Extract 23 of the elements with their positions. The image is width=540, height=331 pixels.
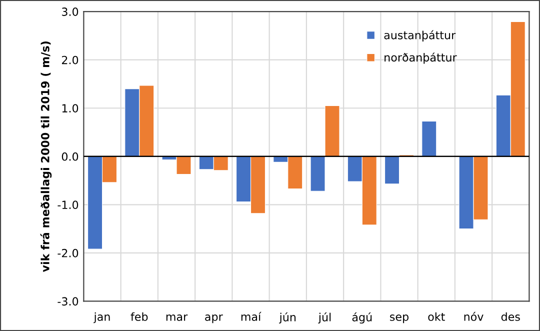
x-tick-label: feb bbox=[130, 312, 148, 321]
x-tick-label: des bbox=[501, 312, 520, 321]
x-tick-label: jún bbox=[279, 312, 296, 324]
x-tick-label: maí bbox=[241, 312, 262, 321]
legend-label: norðanþáttur bbox=[384, 52, 457, 64]
x-tick-label: apr bbox=[205, 314, 223, 324]
legend-label: austanþáttur bbox=[384, 30, 456, 42]
x-tick-label: okt bbox=[428, 312, 445, 321]
x-tick-label: júl bbox=[318, 312, 331, 324]
x-tick-label: mar bbox=[166, 314, 188, 321]
y-tick-label: -2.0 bbox=[58, 248, 78, 258]
y-tick-label: -3.0 bbox=[58, 297, 78, 306]
y-axis-title: vik frá meðallagi 2000 til 2019 ( m/s) bbox=[40, 42, 52, 272]
x-tick-label: jan bbox=[94, 312, 110, 324]
y-tick-label: 3.0 bbox=[62, 8, 78, 16]
x-tick-label: nóv bbox=[464, 312, 484, 321]
y-tick-label: 1.0 bbox=[62, 104, 78, 113]
y-tick-label: 0.0 bbox=[62, 152, 78, 161]
x-tick-label: ágú bbox=[352, 312, 372, 324]
x-tick-label: sep bbox=[390, 314, 408, 324]
y-tick-label: -1.0 bbox=[58, 200, 78, 210]
bar bbox=[422, 120, 437, 157]
y-tick-label: 2.0 bbox=[62, 56, 78, 64]
